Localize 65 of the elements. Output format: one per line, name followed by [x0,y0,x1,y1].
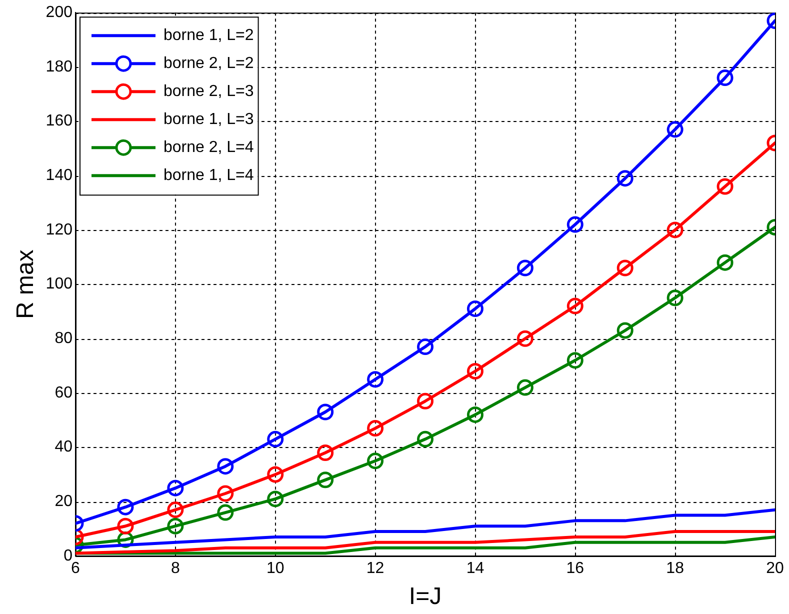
point [117,518,134,534]
legend-label: borne 1, L=2 [163,27,254,44]
x-axis-title: I=J [408,583,442,610]
point [616,260,634,276]
point [317,472,334,488]
point [716,254,734,271]
y-tick-label: 20 [54,493,73,510]
point [267,430,284,448]
y-tick-label: 0 [64,547,73,564]
point [267,490,284,508]
point [217,458,234,475]
x-tick-label: 10 [266,560,284,578]
x-tick-label: 20 [766,560,784,578]
y-tick-label: 140 [46,167,73,184]
point [417,338,434,356]
point [566,216,584,233]
point [217,504,234,521]
point [716,70,734,86]
point [317,404,334,420]
point [217,485,234,502]
point [367,371,384,388]
point [666,290,684,306]
legend-label: borne 2, L=3 [163,83,254,100]
point [167,480,184,496]
point [566,298,584,314]
legend-label: borne 1, L=4 [163,167,254,184]
point [367,420,384,437]
legend-label: borne 2, L=4 [163,139,254,156]
point [666,121,684,138]
point [466,300,484,318]
point [466,406,484,423]
point [516,260,534,276]
x-tick-label: 16 [566,560,584,578]
point [516,379,534,396]
y-tick-label: 120 [46,221,73,238]
point [466,362,484,380]
point [566,352,584,369]
x-tick-label: 8 [170,560,180,578]
point [616,170,634,187]
y-tick-label: 200 [46,4,73,22]
y-tick-label: 180 [46,58,73,76]
legend-label: borne 1, L=3 [163,111,254,128]
point [716,178,734,195]
x-tick-label: 18 [666,560,684,578]
point [367,452,384,470]
x-tick-label: 12 [366,560,384,578]
y-axis-title: R max [12,250,40,319]
point [417,430,434,448]
y-tick-label: 60 [54,384,73,402]
point [167,502,184,518]
y-tick-label: 40 [54,438,73,456]
point [167,518,184,534]
point [317,444,334,462]
point [417,392,434,410]
point [267,466,284,483]
point [616,322,634,339]
y-tick-label: 100 [46,276,73,293]
point [666,222,684,238]
x-tick-label: 14 [466,560,484,578]
x-tick-label: 6 [71,560,80,578]
point [516,330,534,347]
legend-label: borne 2, L=2 [163,55,254,72]
y-tick-label: 160 [46,112,73,130]
point [117,498,134,516]
y-tick-label: 80 [54,330,73,348]
